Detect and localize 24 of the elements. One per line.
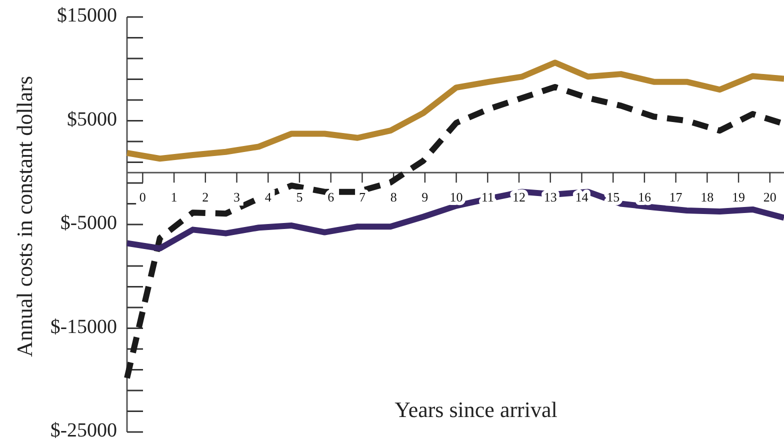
x-tick-label: 4: [264, 190, 272, 205]
x-tick-label: 0: [139, 190, 146, 205]
y-tick-label: $-5000: [60, 212, 117, 234]
x-tick-label: 6: [328, 190, 335, 205]
x-tick-label: 7: [358, 190, 366, 205]
x-tick-label: 2: [202, 190, 209, 205]
x-tick-label: 20: [763, 190, 776, 205]
x-tick-label: 17: [669, 190, 683, 205]
x-tick-label: 9: [422, 190, 428, 205]
x-axis-title: Years since arrival: [394, 397, 558, 422]
x-tick-label: 5: [296, 190, 303, 205]
x-tick-label: 1: [170, 190, 178, 205]
y-tick-label: $-15000: [50, 316, 117, 338]
x-tick-label: 16: [638, 190, 652, 205]
y-tick-label: $5000: [67, 108, 117, 130]
x-tick-label: 3: [234, 190, 240, 205]
y-tick-label: $-25000: [50, 420, 117, 442]
x-tick-label: 19: [732, 190, 746, 205]
x-tick-label: 15: [606, 190, 620, 205]
x-tick-label: 18: [700, 190, 714, 205]
y-axis-title: Annual costs in constant dollars: [12, 76, 37, 358]
x-tick-label: 10: [450, 190, 463, 205]
x-tick-label: 8: [390, 190, 397, 205]
y-tick-label: $15000: [57, 4, 117, 27]
